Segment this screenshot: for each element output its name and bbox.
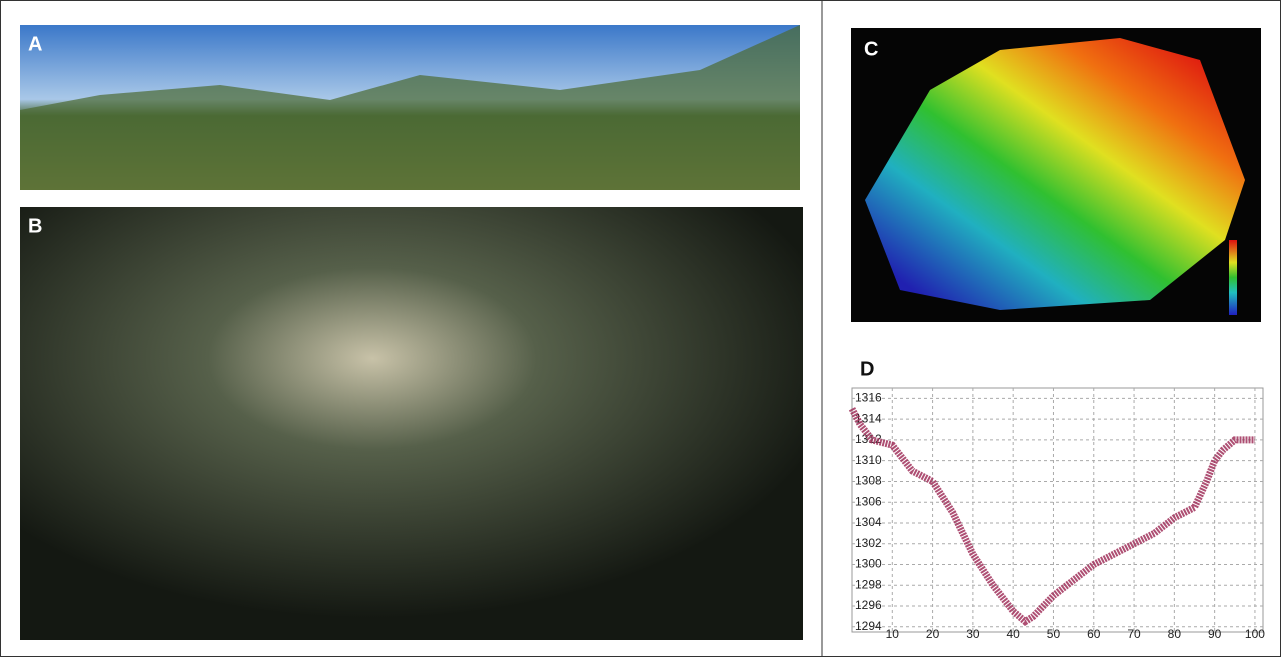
panel-label: D (860, 358, 874, 380)
panel-label: A (28, 33, 42, 55)
x-tick-label: 90 (1208, 627, 1222, 641)
y-tick-label: 1304 (855, 515, 882, 529)
panel-label: B (28, 215, 42, 237)
y-tick-label: 1316 (855, 391, 882, 405)
y-tick-label: 1310 (855, 453, 882, 467)
x-tick-label: 20 (926, 627, 940, 641)
x-tick-label: 70 (1127, 627, 1141, 641)
y-tick-label: 1296 (855, 598, 882, 612)
x-tick-label: 60 (1087, 627, 1101, 641)
y-tick-label: 1302 (855, 536, 882, 550)
y-tick-label: 1306 (855, 494, 882, 508)
x-tick-label: 50 (1047, 627, 1061, 641)
x-tick-label: 100 (1245, 627, 1265, 641)
panel-label: C (864, 38, 878, 60)
y-tick-label: 1308 (855, 474, 882, 488)
y-tick-label: 1300 (855, 557, 882, 571)
x-tick-label: 80 (1168, 627, 1182, 641)
x-tick-label: 30 (966, 627, 980, 641)
x-tick-label: 10 (886, 627, 900, 641)
x-tick-label: 40 (1006, 627, 1020, 641)
y-tick-label: 1294 (855, 619, 882, 633)
figure: A B C D 1294 1296 1298 1300 1302 1304 1306 1308… (0, 0, 1281, 657)
color-bar (1229, 240, 1237, 315)
y-tick-label: 1298 (855, 577, 882, 591)
point-cloud-image (20, 207, 803, 640)
